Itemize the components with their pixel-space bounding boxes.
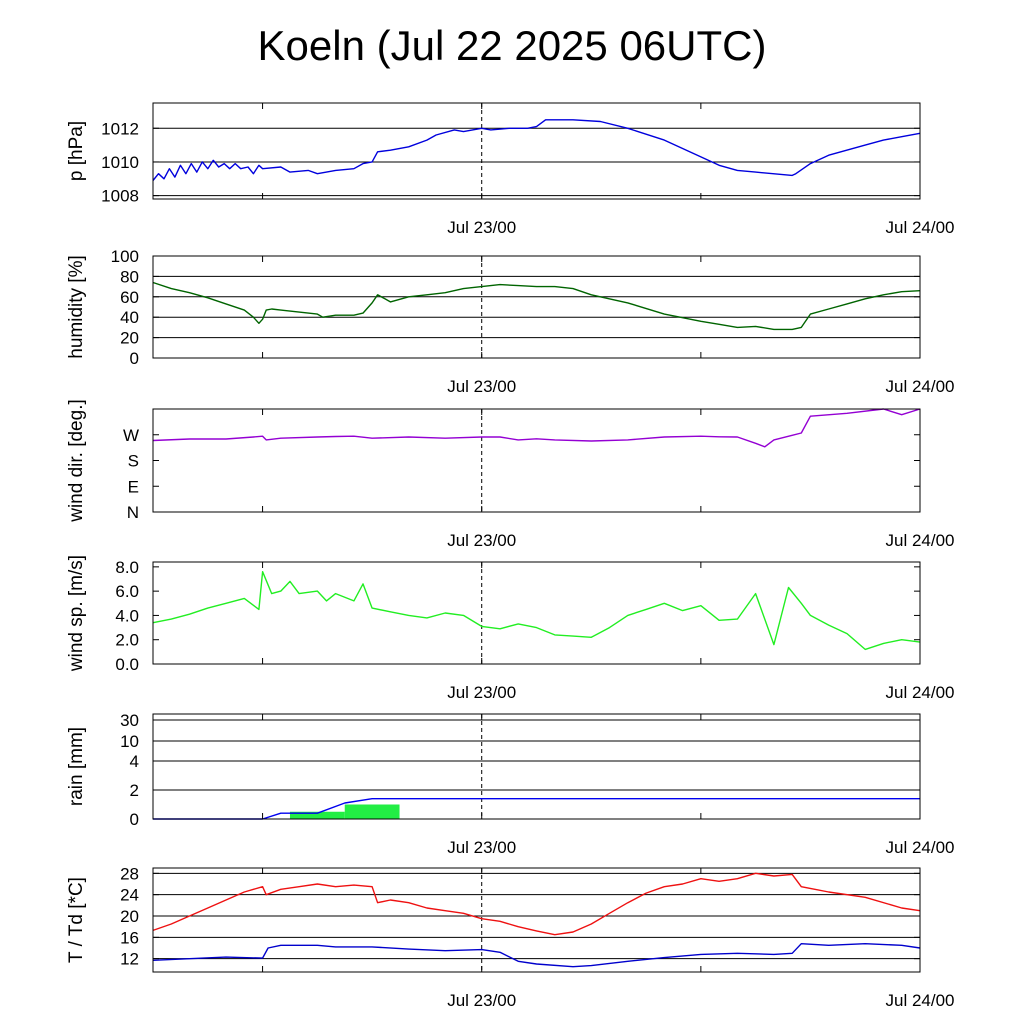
y-tick-label: W xyxy=(123,426,139,445)
series-line-dewpoint xyxy=(152,943,921,968)
series-line-humidity xyxy=(152,281,921,331)
rain-bar xyxy=(344,804,400,819)
y-axis-label: wind dir. [deg.] xyxy=(66,399,87,523)
panel-frame xyxy=(152,408,921,513)
y-tick-label: 80 xyxy=(120,267,139,286)
y-tick-label: 30 xyxy=(120,711,139,730)
x-tick-label: Jul 23/00 xyxy=(447,531,516,550)
y-tick-label: 1008 xyxy=(101,187,139,206)
y-tick-label: 100 xyxy=(111,247,139,266)
x-tick-label: Jul 23/00 xyxy=(447,838,516,857)
y-tick-label: 28 xyxy=(120,864,139,883)
x-tick-label: Jul 24/00 xyxy=(886,838,955,857)
panel-5: 0 2 410 30 Jul 23/00 Jul 24/00 rain [mm] xyxy=(66,711,955,857)
panel-frame xyxy=(152,255,921,359)
y-tick-label: 0 xyxy=(130,810,139,829)
y-tick-label: 6.0 xyxy=(115,582,139,601)
y-tick-label: S xyxy=(128,452,139,471)
series-line-wind-speed xyxy=(152,571,921,651)
y-tick-label: 12 xyxy=(120,950,139,969)
y-tick-label: 2.0 xyxy=(115,631,139,650)
x-tick-label: Jul 24/00 xyxy=(886,683,955,702)
y-tick-label: 10 xyxy=(120,732,139,751)
x-tick-label: Jul 24/00 xyxy=(886,991,955,1010)
x-tick-label: Jul 23/00 xyxy=(447,991,516,1010)
x-tick-label: Jul 24/00 xyxy=(886,531,955,550)
y-tick-label: 4 xyxy=(130,752,139,771)
y-tick-label: 1012 xyxy=(101,119,139,138)
panel-6: 12 16 20 24 28 Jul 23/00 Jul 24/00 T / Td [*C] xyxy=(66,864,955,1010)
x-tick-label: Jul 23/00 xyxy=(447,218,516,237)
y-axis-label: humidity [%] xyxy=(66,255,87,358)
x-tick-label: Jul 24/00 xyxy=(886,218,955,237)
y-tick-label: N xyxy=(127,503,139,522)
y-tick-label: 1010 xyxy=(101,153,139,172)
y-tick-label: 0 xyxy=(130,349,139,368)
x-tick-label: Jul 23/00 xyxy=(447,683,516,702)
y-tick-label: 16 xyxy=(120,928,139,947)
y-tick-label: 24 xyxy=(120,886,139,905)
series-line-pressure xyxy=(152,119,921,181)
y-tick-label: 60 xyxy=(120,288,139,307)
series-line-rain-total xyxy=(153,798,920,820)
y-tick-label: 4.0 xyxy=(115,606,139,625)
series-line-temperature xyxy=(152,872,921,936)
y-tick-label: 40 xyxy=(120,308,139,327)
panel-frame xyxy=(152,561,921,665)
y-tick-label: 0.0 xyxy=(115,655,139,674)
panel-frame xyxy=(152,102,921,200)
x-tick-label: Jul 23/00 xyxy=(447,377,516,396)
panel-frame xyxy=(152,713,921,820)
y-tick-label: 20 xyxy=(120,907,139,926)
y-axis-label: p [hPa] xyxy=(66,121,87,181)
y-tick-label: 2 xyxy=(130,781,139,800)
chart-title: Koeln (Jul 22 2025 06UTC) xyxy=(257,22,767,69)
panel-frame xyxy=(152,867,921,973)
panel-4: 0.0 2.0 4.0 6.0 8.0 Jul 23/00 Jul 24/00 wind sp… xyxy=(66,555,955,702)
y-axis-label: rain [mm] xyxy=(66,727,87,806)
x-tick-label: Jul 24/00 xyxy=(886,377,955,396)
y-axis-label: T / Td [*C] xyxy=(66,877,87,963)
y-tick-label: 8.0 xyxy=(115,558,139,577)
series-line-wind-dir xyxy=(152,408,921,448)
y-tick-label: 20 xyxy=(120,329,139,348)
y-axis-label: wind sp. [m/s] xyxy=(66,555,87,672)
panel-1: 1008 1010 1012 Jul 23/00 Jul 24/00 p [hPa] xyxy=(66,102,955,237)
rain-bar xyxy=(289,811,345,819)
y-tick-label: E xyxy=(128,477,139,496)
